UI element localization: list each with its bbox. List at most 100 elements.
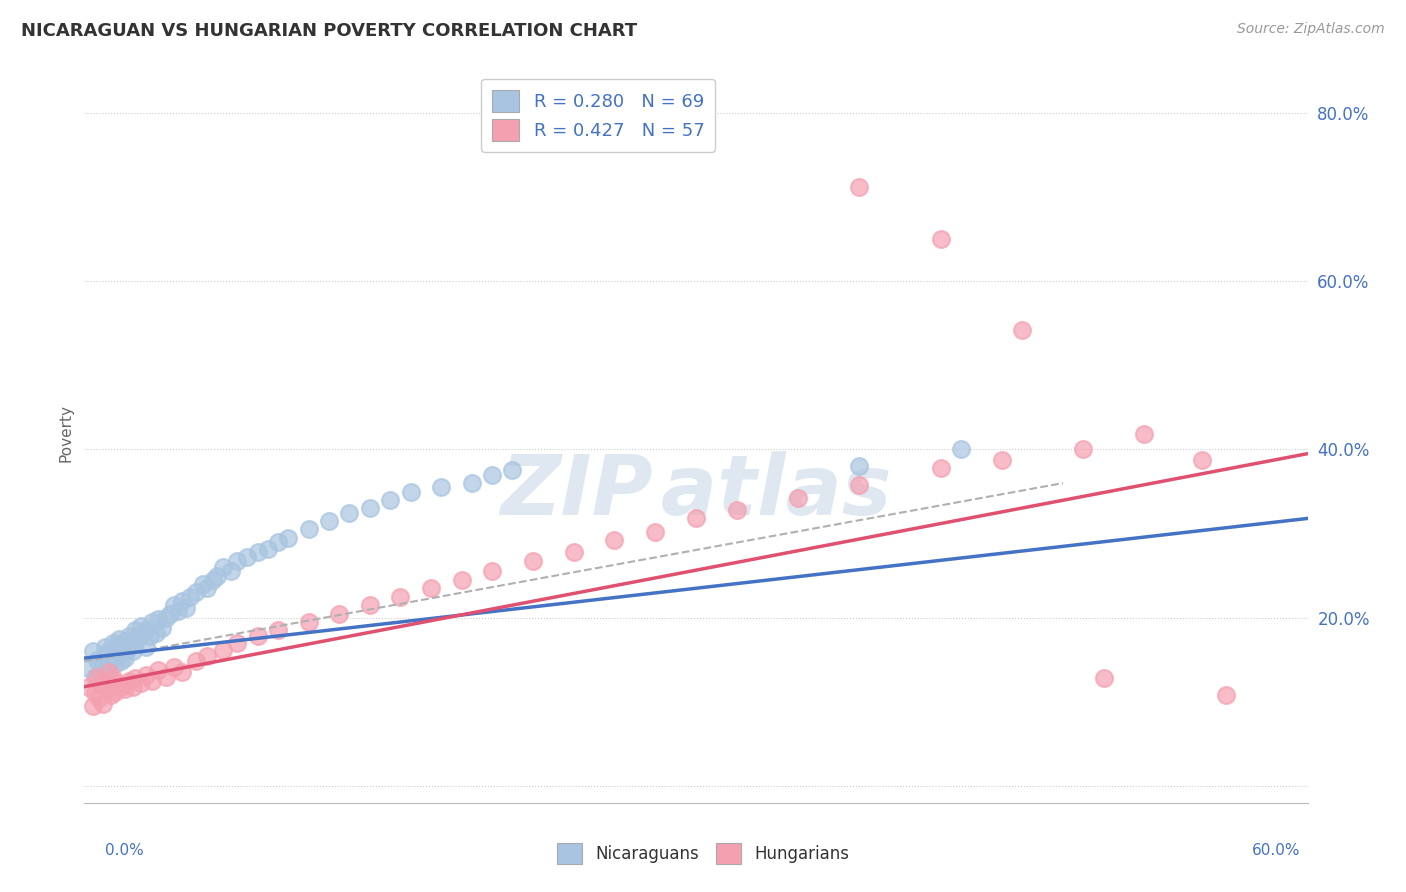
- Point: [120, 638, 142, 652]
- Point: [191, 577, 214, 591]
- Point: [725, 503, 748, 517]
- Point: [122, 644, 145, 658]
- Point: [87, 690, 110, 705]
- Point: [135, 668, 157, 682]
- Point: [328, 607, 350, 621]
- Point: [82, 644, 104, 658]
- Point: [1133, 427, 1156, 442]
- Point: [186, 655, 208, 669]
- Point: [96, 682, 118, 697]
- Point: [226, 636, 249, 650]
- Point: [848, 180, 870, 194]
- Legend: R = 0.280   N = 69, R = 0.427   N = 57: R = 0.280 N = 69, R = 0.427 N = 57: [481, 78, 716, 152]
- Point: [100, 688, 122, 702]
- Point: [104, 640, 127, 655]
- Point: [461, 476, 484, 491]
- Point: [1215, 688, 1237, 702]
- Point: [77, 661, 100, 675]
- Point: [110, 655, 132, 669]
- Point: [141, 615, 163, 629]
- Point: [205, 568, 228, 582]
- Point: [104, 685, 127, 699]
- Text: ZIP atlas: ZIP atlas: [501, 451, 891, 533]
- Point: [101, 636, 124, 650]
- Point: [86, 653, 108, 667]
- Text: 60.0%: 60.0%: [1253, 843, 1301, 858]
- Point: [212, 642, 235, 657]
- Point: [131, 619, 153, 633]
- Point: [82, 699, 104, 714]
- Point: [93, 678, 115, 692]
- Point: [122, 680, 145, 694]
- Point: [848, 459, 870, 474]
- Point: [115, 642, 138, 657]
- Point: [127, 632, 149, 646]
- Text: NICARAGUAN VS HUNGARIAN POVERTY CORRELATION CHART: NICARAGUAN VS HUNGARIAN POVERTY CORRELAT…: [21, 22, 637, 40]
- Point: [86, 670, 108, 684]
- Point: [787, 491, 810, 506]
- Point: [644, 524, 666, 539]
- Point: [195, 648, 218, 663]
- Point: [522, 553, 544, 567]
- Point: [167, 604, 190, 618]
- Point: [236, 550, 259, 565]
- Point: [93, 648, 115, 663]
- Point: [159, 607, 181, 621]
- Point: [257, 541, 280, 556]
- Point: [124, 636, 146, 650]
- Point: [83, 670, 105, 684]
- Point: [118, 629, 141, 643]
- Point: [83, 686, 105, 700]
- Point: [93, 640, 115, 655]
- Point: [339, 506, 361, 520]
- Point: [562, 545, 585, 559]
- Point: [950, 442, 973, 457]
- Point: [90, 678, 112, 692]
- Point: [150, 621, 173, 635]
- Point: [77, 680, 100, 694]
- Point: [399, 484, 422, 499]
- Point: [929, 461, 952, 475]
- Point: [481, 565, 503, 579]
- Point: [172, 594, 194, 608]
- Point: [138, 629, 160, 643]
- Point: [318, 514, 340, 528]
- Point: [105, 676, 128, 690]
- Point: [114, 651, 136, 665]
- Point: [246, 545, 269, 559]
- Point: [91, 697, 114, 711]
- Point: [267, 624, 290, 638]
- Point: [502, 463, 524, 477]
- Point: [108, 632, 131, 646]
- Point: [155, 670, 177, 684]
- Point: [186, 585, 208, 599]
- Point: [1191, 452, 1213, 467]
- Point: [145, 625, 167, 640]
- Point: [1011, 323, 1033, 337]
- Point: [226, 553, 249, 567]
- Point: [298, 522, 321, 536]
- Point: [124, 671, 146, 685]
- Point: [114, 682, 136, 697]
- Point: [104, 657, 127, 671]
- Point: [1092, 671, 1115, 685]
- Text: Source: ZipAtlas.com: Source: ZipAtlas.com: [1237, 22, 1385, 37]
- Point: [277, 531, 299, 545]
- Point: [201, 573, 224, 587]
- Point: [118, 673, 141, 688]
- Point: [97, 644, 120, 658]
- Point: [91, 657, 114, 671]
- Point: [430, 480, 453, 494]
- Point: [114, 634, 136, 648]
- Point: [128, 627, 150, 641]
- Point: [155, 610, 177, 624]
- Legend: Nicaraguans, Hungarians: Nicaraguans, Hungarians: [550, 837, 856, 871]
- Point: [135, 624, 157, 638]
- Point: [90, 673, 112, 688]
- Point: [110, 638, 132, 652]
- Point: [420, 581, 443, 595]
- Point: [389, 590, 412, 604]
- Point: [603, 533, 626, 548]
- Point: [380, 492, 402, 507]
- Point: [298, 615, 321, 629]
